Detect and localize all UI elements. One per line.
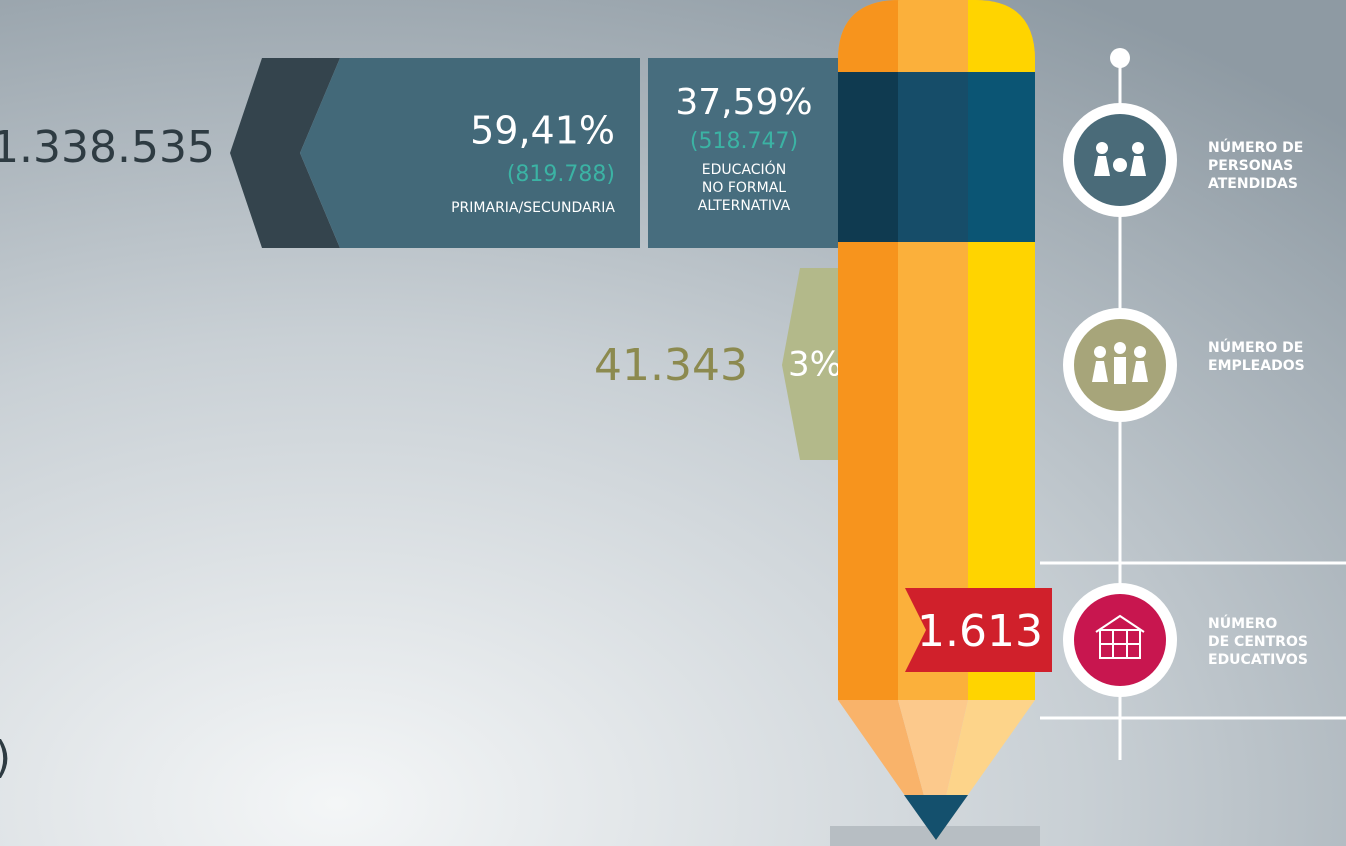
legend-label: ATENDIDAS [1208,176,1298,192]
legend-label: PERSONAS [1208,158,1293,174]
total: 41.343 [594,340,748,391]
legend-label: EMPLEADOS [1208,358,1305,374]
timeline-dot [1110,48,1130,68]
percent: 3% [788,345,842,385]
count: (819.788) [507,162,615,187]
banner-primaria [300,58,640,248]
banner-tail [230,58,340,248]
pencil [830,0,1040,846]
total: 1.613 [917,606,1043,657]
total: 1.338.535 [0,122,215,173]
icon-centros [1074,594,1166,686]
legend-label: NÚMERO DE [1208,138,1303,156]
legend-label: DE CENTROS [1208,634,1308,650]
label: ALTERNATIVA [698,198,791,214]
percent: 59,41% [470,109,615,153]
school-icon [1095,614,1145,659]
partial-text: ) [0,732,11,783]
banner-no-formal [648,58,840,248]
empleados-shape [782,268,842,460]
label: PRIMARIA/SECUNDARIA [451,200,615,216]
percent: 37,59% [675,82,812,123]
count: (518.747) [690,129,798,154]
legend-label: NÚMERO DE [1208,338,1303,356]
legend-label: EDUCATIVOS [1208,652,1308,668]
label: EDUCACIÓN [702,160,786,178]
legend-label: NÚMERO [1208,614,1277,632]
label: NO FORMAL [702,180,786,196]
people-icon [1092,142,1148,384]
centros-ribbon [905,588,1052,672]
